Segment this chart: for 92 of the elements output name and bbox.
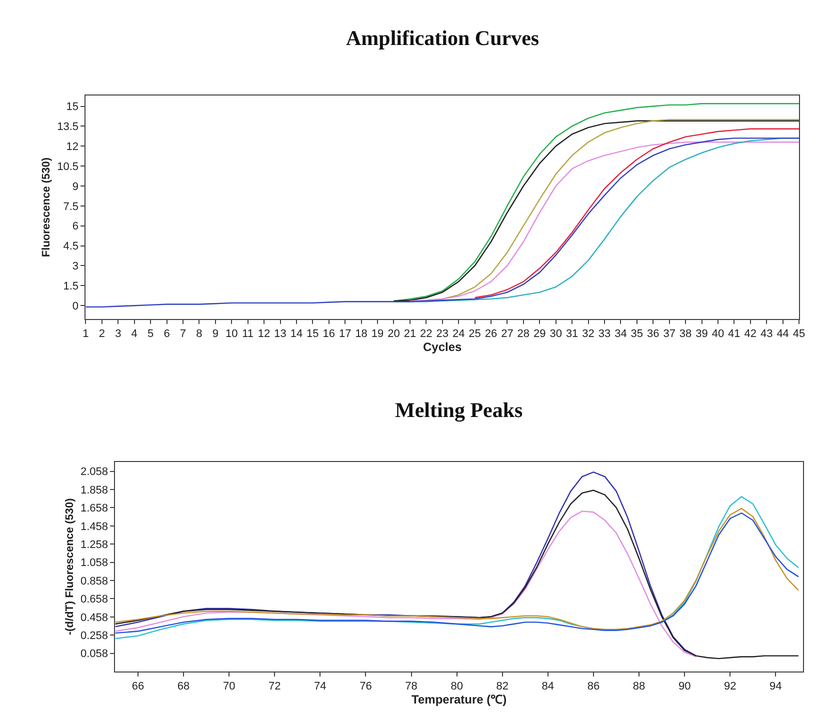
x-tick-label: 8 — [196, 328, 202, 340]
x-tick-label: 21 — [404, 328, 416, 340]
line-series — [86, 138, 800, 308]
x-tick-label: 6 — [164, 328, 170, 340]
x-tick-label: 31 — [566, 328, 578, 340]
x-axis-title: Temperature (℃) — [412, 692, 507, 706]
y-tick-label: 6 — [72, 220, 79, 233]
x-tick-label: 20 — [388, 328, 400, 340]
x-tick-label: 76 — [360, 680, 372, 692]
x-tick-label: 18 — [355, 328, 368, 340]
x-axis-title: Cycles — [423, 340, 462, 354]
x-tick-label: 14 — [290, 328, 303, 340]
x-tick-label: 86 — [587, 680, 600, 692]
x-tick-label: 84 — [542, 680, 554, 692]
x-tick-label: 4 — [131, 328, 138, 340]
x-tick-label: 32 — [582, 328, 594, 340]
x-tick-label: 1 — [82, 328, 89, 340]
y-tick-label: 3 — [72, 260, 79, 273]
x-tick-label: 40 — [712, 328, 724, 340]
y-tick-label: 1.258 — [80, 538, 108, 551]
x-tick-label: 3 — [115, 328, 122, 340]
x-tick-label: 82 — [496, 680, 509, 692]
y-tick-label: 1.058 — [80, 557, 108, 570]
x-tick-label: 90 — [678, 680, 691, 692]
x-tick-label: 10 — [226, 328, 238, 340]
x-tick-label: 88 — [632, 680, 646, 692]
x-tick-label: 23 — [436, 328, 448, 340]
x-tick-label: 36 — [647, 328, 660, 340]
x-tick-label: 43 — [760, 328, 773, 340]
y-tick-label: 0 — [72, 300, 79, 312]
x-tick-label: 33 — [598, 328, 611, 340]
y-tick-label: 1.658 — [80, 502, 108, 515]
x-tick-label: 12 — [258, 328, 270, 340]
x-tick-label: 45 — [792, 328, 806, 340]
x-tick-label: 5 — [148, 328, 154, 340]
y-tick-label: 0.258 — [80, 630, 108, 642]
x-tick-label: 34 — [614, 328, 627, 340]
x-tick-label: 7 — [180, 328, 186, 340]
x-tick-label: 28 — [517, 328, 530, 340]
x-tick-label: 68 — [177, 680, 190, 692]
y-tick-label: 0.858 — [80, 575, 108, 588]
x-tick-label: 38 — [679, 328, 692, 340]
x-tick-label: 74 — [314, 680, 326, 692]
y-tick-label: 0.658 — [80, 594, 108, 606]
x-tick-label: 41 — [728, 328, 740, 340]
y-tick-label: 0.058 — [80, 648, 108, 660]
line-series — [115, 490, 800, 660]
y-tick-label: 1.858 — [80, 484, 108, 496]
x-tick-label: 94 — [770, 680, 782, 692]
x-tick-label: 16 — [322, 328, 336, 340]
x-tick-label: 80 — [450, 680, 463, 692]
x-tick-label: 11 — [242, 328, 254, 340]
x-tick-label: 30 — [550, 328, 562, 340]
x-tick-label: 78 — [405, 680, 418, 692]
x-tick-label: 70 — [222, 680, 236, 692]
x-tick-label: 2 — [98, 328, 105, 340]
x-tick-label: 66 — [132, 680, 144, 692]
x-tick-label: 72 — [268, 680, 281, 692]
x-tick-label: 27 — [501, 328, 514, 340]
y-tick-label: 13.5 — [57, 121, 79, 134]
y-tick-label: 12 — [66, 140, 79, 153]
x-tick-label: 26 — [484, 328, 498, 340]
line-series — [474, 128, 800, 298]
y-tick-label: 1.5 — [63, 280, 79, 293]
y-tick-label: 1.458 — [80, 520, 108, 533]
x-tick-label: 24 — [452, 328, 465, 340]
chart-title: Melting Peaks — [395, 398, 523, 422]
x-tick-label: 37 — [663, 328, 676, 340]
x-tick-label: 22 — [420, 328, 432, 340]
chart-title: Amplification Curves — [346, 26, 540, 50]
y-axis-title: -(d/dT) Fluorescence (530) — [64, 498, 76, 636]
x-tick-label: 39 — [696, 328, 708, 340]
x-tick-label: 92 — [724, 680, 736, 692]
y-tick-label: 9 — [72, 180, 79, 193]
x-tick-label: 9 — [212, 328, 218, 340]
x-tick-label: 35 — [630, 328, 644, 340]
x-tick-label: 15 — [306, 328, 319, 340]
x-tick-label: 19 — [371, 328, 384, 340]
y-tick-label: 7.5 — [63, 200, 79, 213]
x-tick-label: 17 — [338, 328, 352, 340]
y-tick-label: 0.458 — [80, 612, 108, 624]
y-tick-label: 4.5 — [63, 240, 79, 253]
y-tick-label: 2.058 — [80, 466, 108, 478]
x-tick-label: 29 — [534, 328, 546, 340]
x-tick-label: 25 — [468, 328, 481, 340]
line-series — [115, 510, 697, 658]
x-tick-label: 13 — [274, 328, 286, 340]
y-tick-label: 15 — [66, 101, 79, 114]
x-tick-label: 42 — [744, 328, 757, 340]
y-tick-label: 10.5 — [57, 160, 79, 173]
y-axis-title: Fluorescence (530) — [40, 157, 53, 258]
x-tick-label: 44 — [776, 328, 789, 340]
